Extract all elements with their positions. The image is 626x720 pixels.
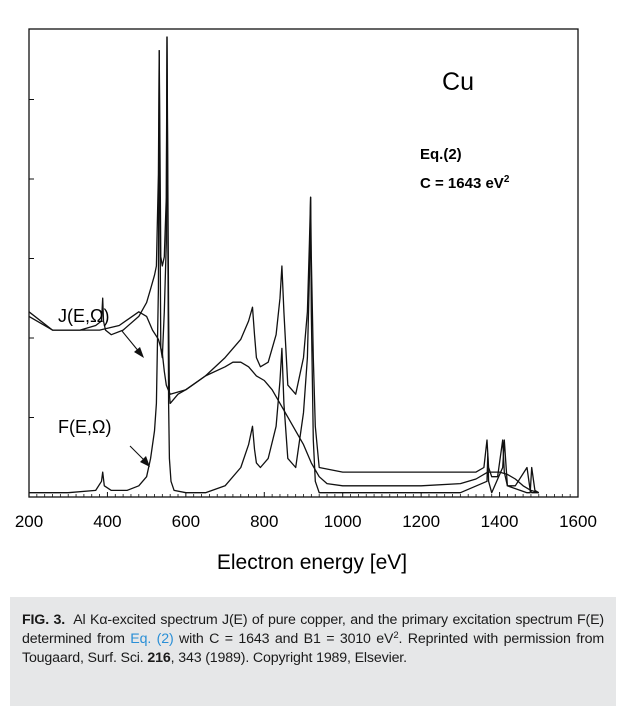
x-axis-label: Electron energy [eV] xyxy=(217,551,407,574)
label-j: J(E,Ω) xyxy=(58,306,109,326)
element-label: Cu xyxy=(442,68,474,96)
c-annotation-text: C = 1643 eV xyxy=(420,175,504,192)
x-tick-label: 200 xyxy=(15,512,43,531)
background-line xyxy=(28,311,539,494)
x-tick-label: 400 xyxy=(93,512,121,531)
x-tick-label: 1600 xyxy=(559,512,597,531)
caption-text-4: , 343 (1989). Copyright 1989, Elsevier. xyxy=(170,650,407,666)
equation-link[interactable]: Eq. (2) xyxy=(130,631,174,647)
label-f: F(E,Ω) xyxy=(58,417,111,437)
spectrum-f-line xyxy=(29,36,540,494)
caption-text-2: with C = 1643 and B1 = 3010 eV xyxy=(173,631,394,647)
x-tick-label: 1200 xyxy=(402,512,440,531)
x-tick-label: 1400 xyxy=(481,512,519,531)
spectrum-j-line xyxy=(28,36,539,494)
arrow-j-line xyxy=(121,330,141,354)
y-tick-marks xyxy=(29,99,34,418)
x-tick-label: 800 xyxy=(250,512,278,531)
arrow-f-head xyxy=(140,456,150,467)
caption-sup: 2 xyxy=(393,630,399,641)
c-annotation-sup: 2 xyxy=(504,174,510,185)
arrow-j-head xyxy=(134,347,144,358)
caption-volume: 216 xyxy=(147,650,171,666)
figure-caption: FIG. 3. Al Kα-excited spectrum J(E) of p… xyxy=(10,597,616,706)
spectrum-curves xyxy=(28,36,540,494)
caption-text-1: Al Kα-excited spectrum J(E) of pure copp… xyxy=(22,612,604,647)
c-annotation: C = 1643 eV2 xyxy=(420,174,510,192)
spectrum-chart: 200 400 600 800 1000 1200 1400 1600 Cu Eq.(2) C… xyxy=(15,28,597,574)
x-axis-ticks: 200 400 600 800 1000 1200 1400 1600 xyxy=(15,492,597,531)
caption-fig-label: FIG. 3. xyxy=(22,612,66,628)
x-tick-label: 1000 xyxy=(324,512,362,531)
equation-annotation: Eq.(2) xyxy=(420,146,462,163)
x-tick-label: 600 xyxy=(172,512,200,531)
caption-text-3: . Reprinted with permission from Tougaar… xyxy=(22,631,604,666)
